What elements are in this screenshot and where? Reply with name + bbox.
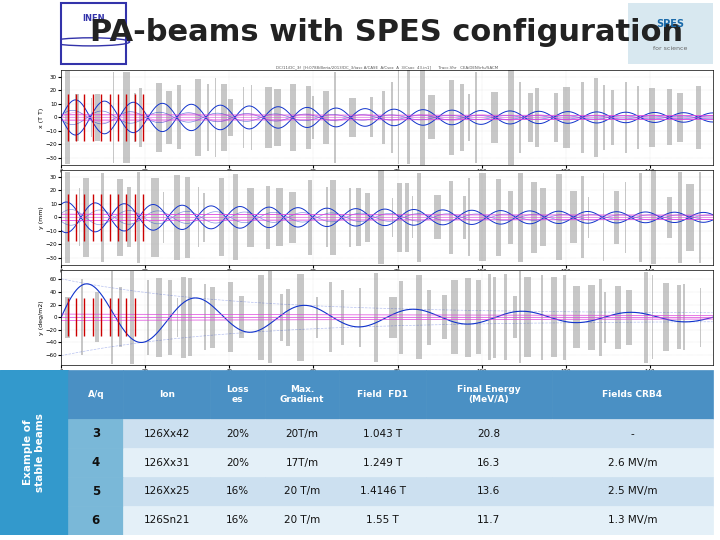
Text: 16%: 16% — [226, 487, 249, 496]
Text: 20.8: 20.8 — [477, 429, 500, 438]
Bar — [426, 419, 552, 448]
Bar — [68, 370, 123, 419]
Bar — [552, 370, 713, 419]
Bar — [265, 370, 339, 419]
Bar — [68, 419, 123, 448]
Bar — [123, 506, 210, 535]
Bar — [339, 419, 426, 448]
Text: Final Energy
(MeV/A): Final Energy (MeV/A) — [457, 385, 521, 404]
Bar — [68, 477, 123, 506]
Text: Field  FD1: Field FD1 — [357, 390, 408, 399]
FancyBboxPatch shape — [628, 3, 713, 64]
Text: 1.249 T: 1.249 T — [363, 457, 402, 468]
Bar — [68, 506, 123, 535]
Text: 20%: 20% — [226, 457, 249, 468]
Text: 4: 4 — [91, 456, 100, 469]
X-axis label: Position (m): Position (m) — [366, 176, 408, 182]
Text: for science: for science — [653, 46, 688, 51]
X-axis label: Position (m): Position (m) — [366, 375, 408, 382]
Y-axis label: y (deg/m2): y (deg/m2) — [39, 300, 44, 335]
Bar — [0, 370, 68, 535]
Bar — [265, 448, 339, 477]
Text: 16%: 16% — [226, 515, 249, 525]
Bar — [210, 370, 265, 419]
X-axis label: Position (m): Position (m) — [366, 275, 408, 282]
Bar — [552, 506, 713, 535]
Text: 17T/m: 17T/m — [285, 457, 318, 468]
Bar — [123, 448, 210, 477]
Bar — [339, 506, 426, 535]
Text: DC/11/DC_3f  [H:0788/Beria/2013/DC_3/tasc A/CASE  A/Csoc  A  3/Csoc  43.in1]    : DC/11/DC_3f [H:0788/Beria/2013/DC_3/tasc… — [276, 65, 498, 69]
Bar — [123, 477, 210, 506]
Bar — [123, 370, 210, 419]
Text: 11.7: 11.7 — [477, 515, 500, 525]
Text: 20%: 20% — [226, 429, 249, 438]
Text: 6: 6 — [91, 514, 100, 526]
Text: Loss
es: Loss es — [226, 385, 249, 404]
Text: 126Sn21: 126Sn21 — [143, 515, 190, 525]
Bar — [210, 506, 265, 535]
Text: 1.55 T: 1.55 T — [366, 515, 399, 525]
Bar — [210, 448, 265, 477]
Bar — [426, 370, 552, 419]
Bar — [552, 419, 713, 448]
Bar — [265, 477, 339, 506]
Bar — [265, 419, 339, 448]
Bar — [123, 419, 210, 448]
Text: -: - — [631, 429, 634, 438]
Text: Example of
stable beams: Example of stable beams — [23, 413, 45, 492]
Text: 1.043 T: 1.043 T — [363, 429, 402, 438]
Text: 1.4146 T: 1.4146 T — [359, 487, 405, 496]
Bar — [426, 448, 552, 477]
Bar — [339, 448, 426, 477]
Text: A/q: A/q — [87, 390, 104, 399]
Text: 1.3 MV/m: 1.3 MV/m — [608, 515, 657, 525]
Y-axis label: y (mm): y (mm) — [39, 206, 44, 229]
Text: 2.5 MV/m: 2.5 MV/m — [608, 487, 657, 496]
Text: SPES: SPES — [657, 18, 685, 29]
Text: 3: 3 — [91, 427, 100, 440]
Bar — [426, 506, 552, 535]
Text: 126Xx25: 126Xx25 — [143, 487, 190, 496]
Text: 20T/m: 20T/m — [286, 429, 318, 438]
Text: 5: 5 — [91, 485, 100, 498]
Text: Fields CRB4: Fields CRB4 — [602, 390, 662, 399]
Text: 16.3: 16.3 — [477, 457, 500, 468]
Bar — [339, 370, 426, 419]
Bar — [552, 477, 713, 506]
Text: Max.
Gradient: Max. Gradient — [280, 385, 324, 404]
Text: 126Xx42: 126Xx42 — [143, 429, 190, 438]
Bar — [210, 419, 265, 448]
Bar — [265, 506, 339, 535]
Text: 20 T/m: 20 T/m — [284, 515, 320, 525]
Text: 126Xx31: 126Xx31 — [143, 457, 190, 468]
Bar — [426, 477, 552, 506]
Bar — [210, 477, 265, 506]
Text: 13.6: 13.6 — [477, 487, 500, 496]
Y-axis label: x (T T): x (T T) — [39, 107, 44, 127]
Text: 20 T/m: 20 T/m — [284, 487, 320, 496]
Bar — [339, 477, 426, 506]
Bar — [68, 448, 123, 477]
Bar — [552, 448, 713, 477]
FancyBboxPatch shape — [61, 3, 127, 64]
Text: PA-beams with SPES configuration: PA-beams with SPES configuration — [91, 18, 683, 47]
Text: Ion: Ion — [158, 390, 175, 399]
Text: INFN: INFN — [83, 15, 105, 23]
Text: 2.6 MV/m: 2.6 MV/m — [608, 457, 657, 468]
